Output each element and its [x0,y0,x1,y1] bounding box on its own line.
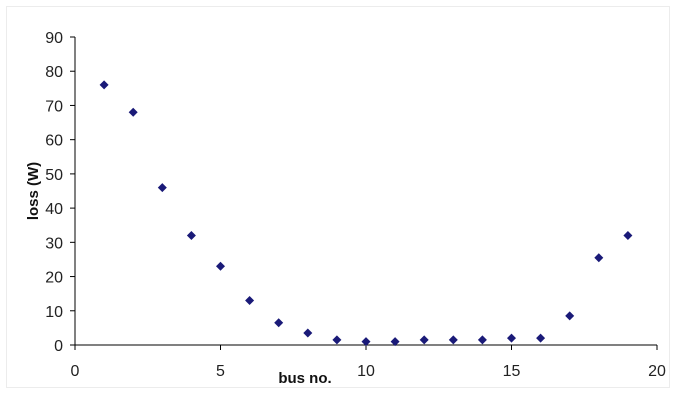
data-point [565,311,575,321]
y-tick-label: 50 [45,167,63,184]
data-point [419,335,429,345]
data-point [245,296,255,306]
x-tick-label: 20 [648,363,666,380]
data-points [99,80,633,347]
data-point [594,253,604,263]
data-point [216,261,225,271]
y-tick-label: 40 [45,201,63,218]
data-point [623,230,633,240]
chart-frame [6,6,670,388]
data-point [128,107,138,117]
x-tick-label: 15 [503,363,521,380]
data-point [390,337,400,347]
data-point [332,335,342,345]
y-tick-label: 60 [45,133,63,150]
data-point [303,328,313,338]
data-point [274,318,284,328]
x-tick-label: 10 [357,363,375,380]
x-tick-label: 5 [216,363,225,380]
y-tick-label: 0 [54,338,63,355]
y-tick-label: 30 [45,235,63,252]
data-point [507,333,516,343]
x-axis-title: bus no. [278,370,331,387]
data-point [536,333,546,343]
y-tick-label: 80 [45,64,63,81]
data-point [186,230,196,240]
data-point [99,80,109,90]
y-tick-label: 10 [45,304,63,321]
x-axis-ticks: 0 5 10 15 20 [71,345,666,380]
y-tick-label: 20 [45,270,63,287]
data-point [477,335,487,345]
y-axis-title: loss (W) [25,162,42,220]
data-point [361,337,371,347]
y-tick-label: 90 [45,30,63,47]
data-point [157,183,167,193]
data-point [448,335,458,345]
y-axis-ticks: 0 10 20 30 40 50 60 70 80 90 [45,30,75,355]
y-tick-label: 70 [45,98,63,115]
x-tick-label: 0 [71,363,80,380]
